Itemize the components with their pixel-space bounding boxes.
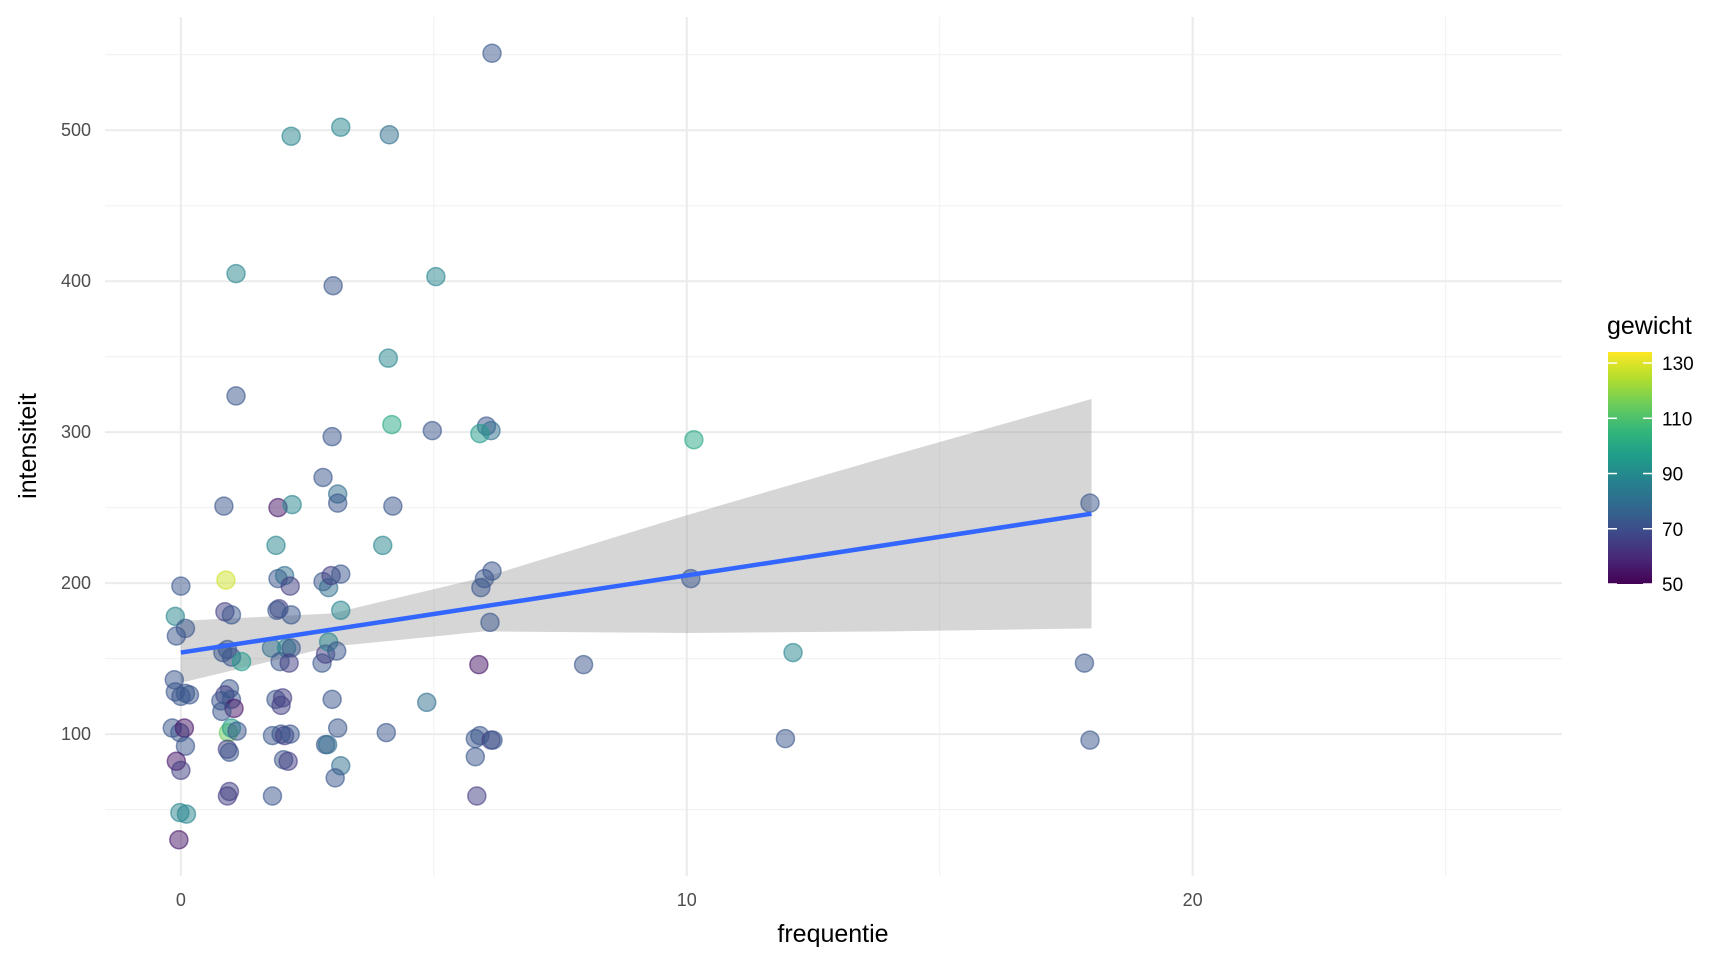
point <box>469 654 489 675</box>
point <box>1080 493 1100 513</box>
point <box>775 728 796 749</box>
point <box>482 43 502 63</box>
point <box>465 746 486 767</box>
point <box>376 722 397 743</box>
point <box>171 760 191 781</box>
colorbar <box>1608 352 1652 584</box>
point <box>266 535 286 556</box>
point <box>174 718 195 738</box>
y-tick-label: 300 <box>61 422 91 442</box>
x-tick-label: 20 <box>1183 890 1203 910</box>
y-tick-label: 500 <box>61 120 91 140</box>
point <box>480 612 500 633</box>
point <box>317 734 338 755</box>
point <box>322 426 342 447</box>
point <box>176 804 197 824</box>
colorbar-label: 70 <box>1662 520 1683 541</box>
point <box>467 786 487 806</box>
point <box>383 496 403 516</box>
point <box>382 414 402 435</box>
point <box>426 266 446 287</box>
colorbar-label: 50 <box>1662 575 1683 596</box>
point <box>281 126 301 147</box>
point <box>278 751 298 772</box>
point <box>422 420 443 441</box>
point <box>231 651 252 672</box>
colorbar-label: 90 <box>1662 465 1683 486</box>
point <box>227 721 247 741</box>
fit-line <box>180 511 1092 655</box>
point <box>226 263 246 284</box>
point <box>417 692 437 713</box>
point <box>379 125 400 145</box>
point <box>219 742 240 762</box>
y-tick-label: 400 <box>61 271 91 291</box>
point <box>313 467 333 488</box>
colorbar-label: 110 <box>1662 409 1692 430</box>
y-tick-label: 100 <box>61 724 91 744</box>
point <box>171 686 191 707</box>
point <box>279 653 299 673</box>
x-tick-label: 0 <box>176 890 186 910</box>
legend-title: gewicht <box>1607 312 1692 340</box>
point <box>271 695 291 716</box>
point <box>171 576 191 596</box>
point <box>221 605 242 625</box>
point <box>217 786 238 806</box>
point <box>327 718 348 738</box>
point <box>280 576 300 596</box>
x-tick-label: 10 <box>677 890 697 910</box>
point <box>216 570 236 590</box>
point <box>684 429 704 450</box>
point <box>483 730 503 750</box>
point <box>214 496 234 516</box>
x-axis-title: frequentie <box>777 920 888 948</box>
point <box>280 724 300 744</box>
colorbar-label: 130 <box>1662 354 1694 375</box>
point <box>331 600 351 621</box>
point <box>378 348 399 368</box>
point <box>326 641 347 661</box>
point <box>783 642 803 663</box>
point <box>372 535 393 556</box>
point <box>331 117 351 137</box>
point <box>573 654 594 675</box>
point <box>212 701 232 722</box>
point <box>1074 653 1095 673</box>
y-tick-label: 200 <box>61 573 91 593</box>
point <box>331 564 351 584</box>
point <box>169 830 189 850</box>
point <box>166 626 187 646</box>
point <box>262 786 283 806</box>
point <box>1080 730 1100 750</box>
point <box>175 736 196 756</box>
confidence-band <box>180 398 1092 683</box>
point <box>323 275 343 296</box>
point <box>471 577 491 598</box>
y-axis-title: intensiteit <box>14 393 42 499</box>
point <box>322 689 342 710</box>
point <box>282 494 302 515</box>
point <box>470 423 490 444</box>
point <box>325 768 345 788</box>
point <box>327 493 348 513</box>
point <box>281 605 301 625</box>
point <box>226 386 246 406</box>
